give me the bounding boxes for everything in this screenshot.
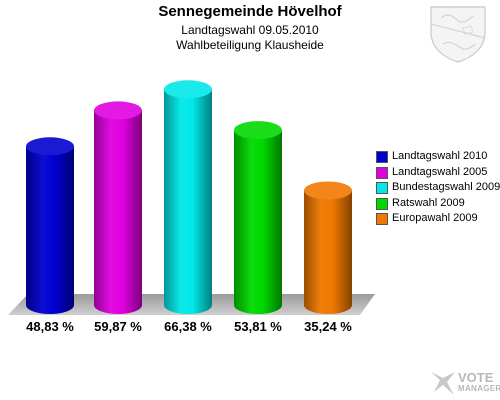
chart-title: Sennegemeinde Hövelhof (158, 3, 342, 20)
legend-swatch (376, 213, 388, 225)
legend-swatch (376, 182, 388, 194)
legend-swatch (376, 151, 388, 163)
legend-label: Landtagswahl 2010 (392, 150, 488, 162)
chart-subtitle-metric: Wahlbeteiligung Klausheide (176, 38, 324, 52)
bar-body (26, 146, 74, 314)
bar-top-cap (234, 121, 282, 140)
bar-top-cap (94, 101, 142, 120)
bar-body (164, 89, 212, 314)
watermark-line-1: VOTE (458, 370, 494, 385)
value-label: 59,87 % (94, 319, 142, 334)
bar-2 (94, 101, 142, 314)
vote-manager-logo-icon (431, 372, 455, 395)
legend-swatch (376, 166, 388, 179)
legend-swatch (376, 197, 388, 210)
legend-label: Bundestagswahl 2009 (392, 181, 500, 193)
legend-label: Ratswahl 2009 (392, 196, 465, 209)
bar-5 (304, 181, 352, 314)
bar-1 (26, 137, 74, 314)
bar-3 (164, 80, 212, 314)
bar-4 (234, 121, 282, 314)
bar-top-cap (304, 181, 352, 200)
legend-label: Europawahl 2009 (392, 212, 478, 224)
coat-of-arms-icon (430, 6, 486, 63)
value-label: 66,38 % (164, 319, 212, 334)
bar-top-cap (26, 137, 74, 156)
value-label: 35,24 % (304, 319, 352, 334)
bar-body (304, 190, 352, 314)
chart-subtitle-election: Landtagswahl 09.05.2010 (181, 23, 319, 37)
bar-body (94, 110, 142, 314)
watermark-line-2: MANAGER (458, 384, 500, 393)
value-label: 48,83 % (26, 319, 74, 334)
value-label: 53,81 % (234, 319, 282, 334)
bar-body (234, 130, 282, 314)
legend-label: Landtagswahl 2005 (392, 165, 488, 178)
bar-top-cap (164, 80, 212, 99)
